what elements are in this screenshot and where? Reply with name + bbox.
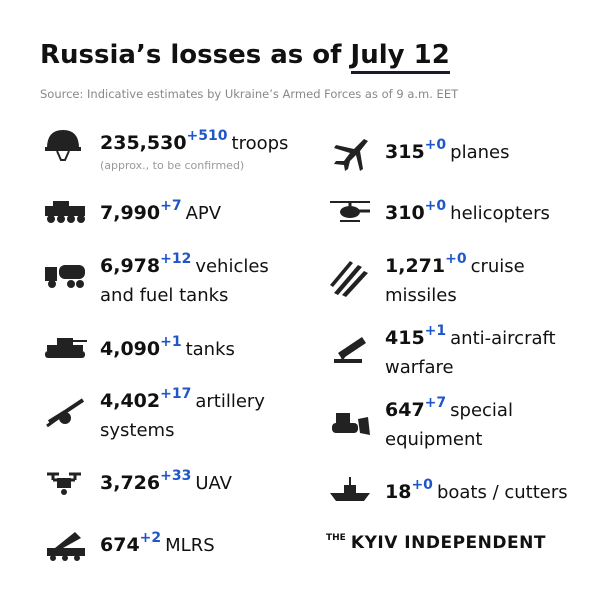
loss-item: 647+7 special equipment bbox=[385, 395, 513, 453]
loss-item: 315+0 planes bbox=[385, 137, 510, 168]
loss-item: 3,726+33 UAV bbox=[100, 468, 232, 499]
loss-item: 235,530+510 troops (approx., to be confirm… bbox=[100, 128, 289, 173]
loss-label: vehicles bbox=[195, 256, 269, 277]
loss-change: +0 bbox=[424, 137, 447, 153]
loss-value: 647 bbox=[385, 399, 425, 421]
icon-tank bbox=[45, 338, 87, 358]
loss-item: 415+1 anti-aircraft warfare bbox=[385, 323, 556, 381]
loss-item: 4,090+1 tanks bbox=[100, 334, 235, 365]
loss-change: +17 bbox=[160, 386, 192, 402]
loss-value: 3,726 bbox=[100, 472, 161, 494]
loss-value: 18 bbox=[385, 481, 412, 503]
loss-item: 1,271+0 cruise missiles bbox=[385, 251, 525, 309]
loss-item: 6,978+12 vehicles and fuel tanks bbox=[100, 251, 269, 309]
loss-change: +2 bbox=[139, 530, 162, 546]
loss-value: 7,990 bbox=[100, 202, 161, 224]
loss-change: +1 bbox=[424, 323, 447, 339]
loss-label: helicopters bbox=[450, 203, 550, 224]
icon-boat bbox=[330, 477, 370, 501]
brand-small: THE bbox=[326, 533, 346, 543]
loss-label-cont: warfare bbox=[385, 357, 454, 378]
icon-missile bbox=[330, 261, 368, 297]
loss-item: 7,990+7 APV bbox=[100, 198, 222, 229]
loss-label-cont: missiles bbox=[385, 285, 457, 306]
title-start: Russia’s losses as of bbox=[40, 40, 342, 70]
loss-label-cont: and fuel tanks bbox=[100, 285, 229, 306]
icon-dozer bbox=[332, 413, 370, 435]
loss-value: 4,090 bbox=[100, 338, 161, 360]
loss-label: anti-aircraft bbox=[450, 328, 556, 349]
icon-helmet bbox=[45, 130, 81, 161]
loss-value: 4,402 bbox=[100, 390, 161, 412]
icon-mlrs bbox=[47, 532, 85, 561]
loss-item: 18+0 boats / cutters bbox=[385, 477, 568, 508]
loss-value: 674 bbox=[100, 534, 140, 556]
loss-label: MLRS bbox=[165, 535, 215, 556]
icon-plane bbox=[334, 139, 368, 171]
loss-label: cruise bbox=[470, 256, 525, 277]
loss-change: +33 bbox=[160, 468, 192, 484]
loss-change: +7 bbox=[424, 395, 447, 411]
loss-change: +0 bbox=[445, 251, 467, 267]
loss-value: 315 bbox=[385, 141, 425, 163]
title: Russia’s losses as of July 12 bbox=[40, 40, 450, 74]
loss-label: planes bbox=[450, 142, 510, 163]
loss-value: 6,978 bbox=[100, 255, 161, 277]
loss-change: +7 bbox=[160, 198, 182, 214]
loss-item: 4,402+17 artillery systems bbox=[100, 386, 265, 444]
loss-value: 310 bbox=[385, 202, 425, 224]
icon-artillery bbox=[46, 398, 85, 428]
loss-item: 674+2 MLRS bbox=[100, 530, 215, 561]
loss-note: (approx., to be confirmed) bbox=[100, 159, 245, 172]
loss-label: troops bbox=[231, 133, 289, 154]
icon-truck bbox=[45, 265, 85, 288]
loss-item: 310+0 helicopters bbox=[385, 198, 550, 229]
brand-name: KYIV INDEPENDENT bbox=[350, 533, 546, 553]
icon-drone bbox=[47, 472, 81, 495]
source: Source: Indicative estimates by Ukraine’… bbox=[40, 87, 459, 101]
loss-change: +0 bbox=[411, 477, 433, 493]
loss-change: +510 bbox=[186, 128, 228, 144]
title-date: July 12 bbox=[350, 40, 450, 74]
loss-value: 235,530 bbox=[100, 132, 187, 154]
loss-label: boats / cutters bbox=[436, 482, 568, 503]
loss-label-cont: equipment bbox=[385, 429, 483, 450]
loss-label: tanks bbox=[185, 339, 235, 360]
loss-label: artillery bbox=[195, 391, 265, 412]
loss-value: 1,271 bbox=[385, 255, 446, 277]
loss-label-cont: systems bbox=[100, 420, 175, 441]
brand: THE KYIV INDEPENDENT bbox=[326, 533, 546, 553]
loss-label: APV bbox=[185, 203, 222, 224]
loss-value: 415 bbox=[385, 327, 425, 349]
loss-change: +0 bbox=[424, 198, 447, 214]
icon-apc bbox=[45, 201, 85, 223]
icon-heli bbox=[330, 201, 370, 222]
icon-aa bbox=[334, 337, 366, 363]
loss-label: UAV bbox=[195, 473, 232, 494]
loss-label: special bbox=[450, 400, 513, 421]
loss-change: +1 bbox=[160, 334, 182, 350]
loss-change: +12 bbox=[160, 251, 192, 267]
